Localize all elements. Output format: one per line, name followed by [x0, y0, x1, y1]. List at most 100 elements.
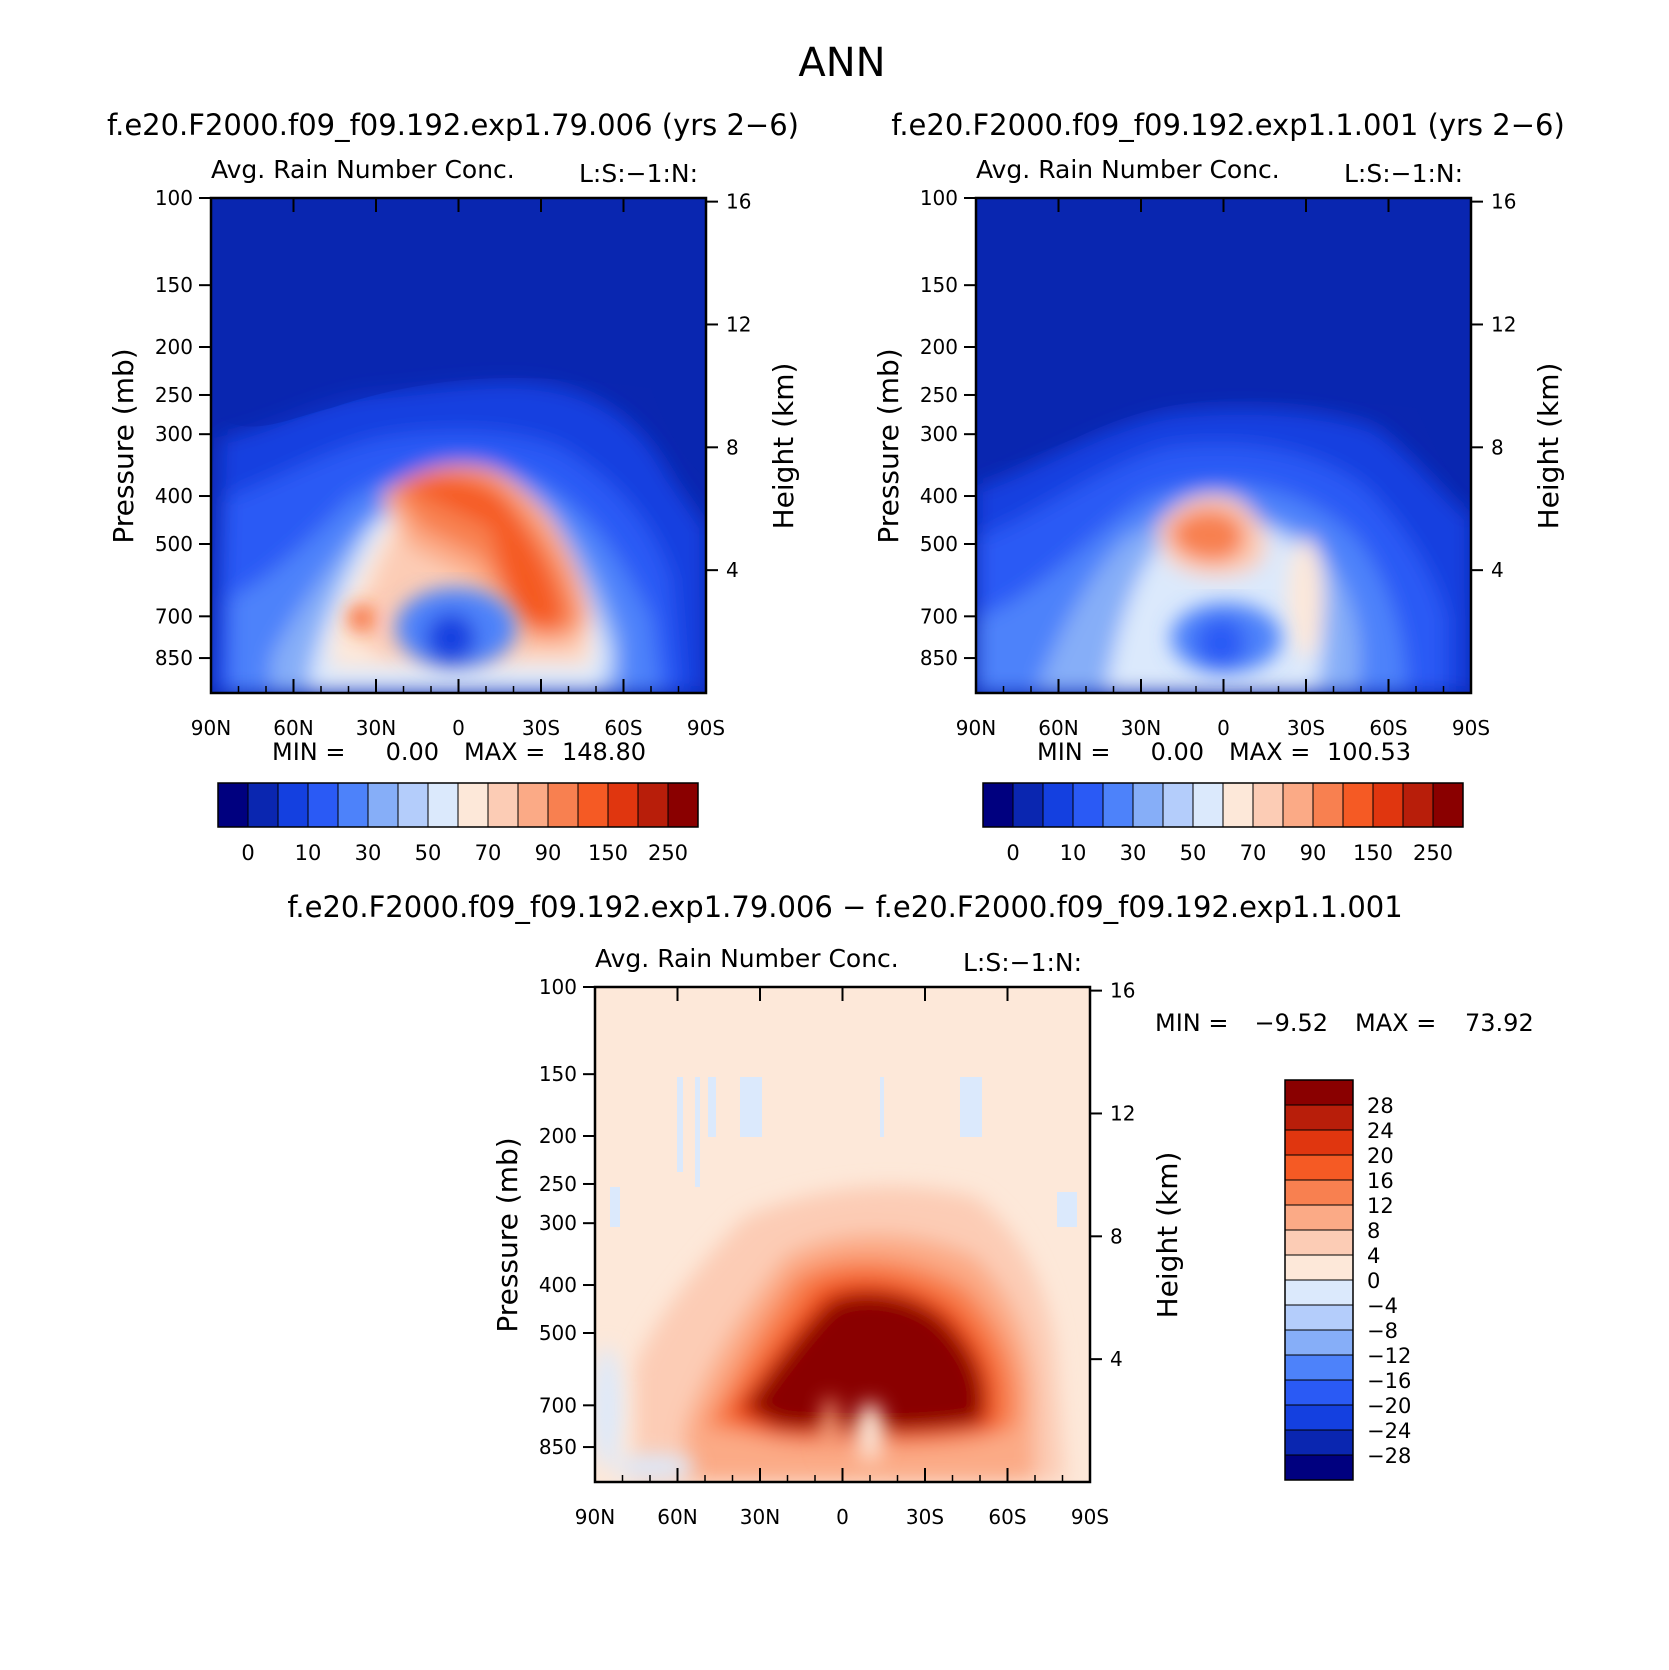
colorbar-swatch: [1252, 782, 1284, 828]
colorbar-swatch: [577, 782, 609, 828]
colorbar-label: 0: [1006, 841, 1019, 865]
corner-label-2: L:S:−1:N:: [1344, 159, 1463, 188]
y-tick-label: 300: [920, 422, 958, 446]
colorbar-swatch: [1284, 1254, 1354, 1281]
max-label-3: MAX =: [1355, 1009, 1436, 1037]
y2-axis-title-2: Height (km): [1532, 363, 1565, 530]
colorbar-swatch: [397, 782, 429, 828]
colorbar-swatch: [247, 782, 279, 828]
y2-axis-title-1: Height (km): [767, 363, 800, 530]
colorbar-label: −8: [1367, 1319, 1398, 1343]
colorbar-swatch: [1284, 1404, 1354, 1431]
panel-difference: f.e20.F2000.f09_f09.192.exp1.79.006 − f.…: [287, 890, 1533, 1529]
y-ticks-left-1: 100 150 200 250 300 400 500 700 850: [155, 186, 211, 670]
colorbar-label: −28: [1367, 1444, 1411, 1468]
colorbar-swatch: [1284, 1129, 1354, 1156]
colorbar-swatch: [487, 782, 519, 828]
y2-tick-label: 12: [1110, 1101, 1135, 1125]
max-value-1: 148.80: [562, 738, 646, 766]
y-tick-label: 500: [539, 1321, 577, 1345]
y-tick-label: 250: [539, 1172, 577, 1196]
y-tick-label: 150: [539, 1062, 577, 1086]
plot-area-2: [976, 198, 1471, 693]
min-label-1: MIN =: [272, 738, 345, 766]
y-tick-label: 500: [155, 532, 193, 556]
y-tick-label: 250: [920, 383, 958, 407]
colorbar-label: −12: [1367, 1344, 1411, 1368]
y-ticks-left-2: 100 150 200 250 300 400 500 700 850: [920, 186, 976, 670]
min-label-3: MIN =: [1155, 1009, 1228, 1037]
colorbar-label: 12: [1367, 1194, 1394, 1218]
x-tick-label: 30N: [356, 716, 396, 740]
x-tick-label: 60N: [1038, 716, 1078, 740]
y2-tick-label: 8: [1491, 435, 1504, 459]
panel-control: f.e20.F2000.f09_f09.192.exp1.79.006 (yrs…: [107, 108, 800, 865]
colorbar-label: 150: [588, 841, 628, 865]
y-tick-label: 850: [920, 646, 958, 670]
y-ticks-right-3: 16 12 8 4: [1090, 979, 1135, 1371]
min-label-2: MIN =: [1037, 738, 1110, 766]
y-axis-title-2: Pressure (mb): [872, 348, 905, 543]
corner-label-1: L:S:−1:N:: [579, 159, 698, 188]
x-tick-label: 90N: [575, 1505, 615, 1529]
colorbar-swatch: [1284, 1179, 1354, 1206]
max-label-1: MAX =: [464, 738, 545, 766]
y-tick-label: 700: [920, 604, 958, 628]
y-axis-title-1: Pressure (mb): [107, 348, 140, 543]
colorbar-swatch: [1282, 782, 1314, 828]
colorbar-label: 20: [1367, 1144, 1394, 1168]
colorbar-swatch: [982, 782, 1014, 828]
y-tick-label: 500: [920, 532, 958, 556]
y-tick-label: 850: [539, 1435, 577, 1459]
y-tick-label: 700: [539, 1393, 577, 1417]
colorbar-swatch: [1284, 1329, 1354, 1356]
max-label-2: MAX =: [1229, 738, 1310, 766]
colorbar-swatch: [277, 782, 309, 828]
x-tick-label: 90N: [956, 716, 996, 740]
colorbar-swatch: [367, 782, 399, 828]
colorbar-frame: [217, 782, 699, 828]
colorbar-swatch: [1102, 782, 1134, 828]
plot-area-1: [211, 198, 706, 693]
y2-axis-title-3: Height (km): [1151, 1152, 1184, 1319]
colorbar-swatch: [517, 782, 549, 828]
max-value-3: 73.92: [1465, 1009, 1534, 1037]
colorbar-swatch: [1284, 1229, 1354, 1256]
case-title-3: f.e20.F2000.f09_f09.192.exp1.79.006 − f.…: [287, 890, 1402, 924]
colorbar-swatch: [1284, 1104, 1354, 1131]
colorbar-label: 4: [1367, 1244, 1380, 1268]
y-ticks-right-2: 16 12 8 4: [1471, 190, 1516, 582]
case-title-2: f.e20.F2000.f09_f09.192.exp1.1.001 (yrs …: [891, 108, 1565, 142]
y-tick-label: 400: [539, 1273, 577, 1297]
x-tick-label: 0: [452, 716, 465, 740]
y-tick-label: 700: [155, 604, 193, 628]
colorbar-label: −4: [1367, 1294, 1398, 1318]
colorbar-swatch: [307, 782, 339, 828]
colorbar-swatch: [1132, 782, 1164, 828]
colorbar-swatch: [1312, 782, 1344, 828]
y2-tick-label: 16: [1110, 979, 1135, 1003]
colorbar-label: −16: [1367, 1369, 1411, 1393]
x-tick-label: 90N: [191, 716, 231, 740]
x-tick-label: 60S: [604, 716, 642, 740]
x-tick-label: 30S: [1287, 716, 1325, 740]
colorbar-swatch: [1162, 782, 1194, 828]
x-ticks-3: 90N 60N 30N 0 30S 60S 90S: [575, 987, 1109, 1529]
colorbar-frame: [982, 782, 1464, 828]
y-ticks-right-1: 16 12 8 4: [706, 190, 751, 582]
y-tick-label: 400: [155, 484, 193, 508]
x-tick-label: 0: [836, 1505, 849, 1529]
colorbar-swatch: [1402, 782, 1434, 828]
colorbar-swatch: [1284, 1079, 1354, 1106]
colorbar-frame: [1284, 1079, 1354, 1481]
x-tick-label: 30N: [740, 1505, 780, 1529]
colorbar-label: 90: [535, 841, 562, 865]
colorbar-label: 8: [1367, 1219, 1380, 1243]
y-tick-label: 250: [155, 383, 193, 407]
plot-title-2: Avg. Rain Number Conc.: [976, 155, 1280, 184]
colorbar-label: 70: [475, 841, 502, 865]
y2-tick-label: 4: [1491, 558, 1504, 582]
max-value-2: 100.53: [1327, 738, 1411, 766]
